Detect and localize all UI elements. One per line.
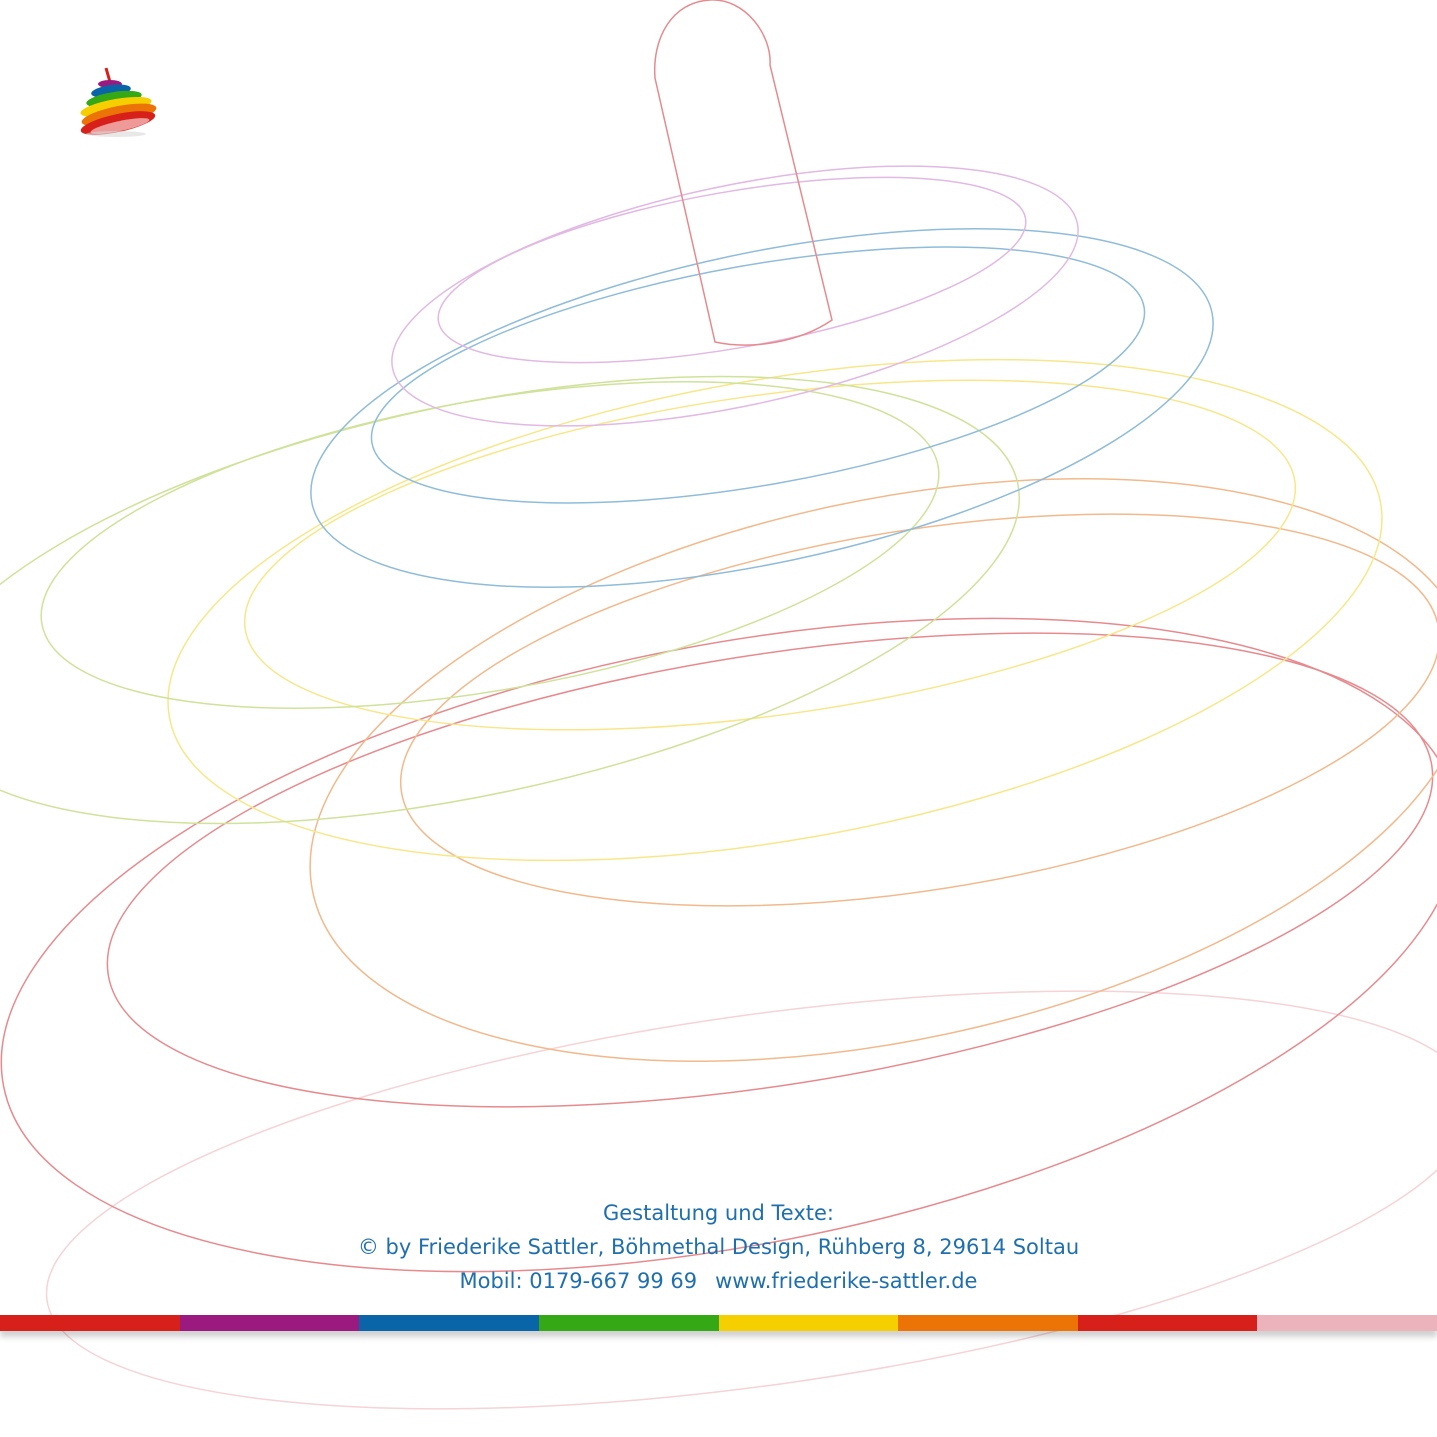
credits-block: Gestaltung und Texte: © by Friederike Sa… [0, 1196, 1437, 1298]
faint-outer-ring [45, 990, 1437, 1410]
rainbow-stripe [0, 1315, 1437, 1331]
spinning-top-icon [80, 67, 157, 137]
stripe-segment-red [0, 1315, 180, 1331]
contact-line: Mobil: 0179-667 99 69 www.friederike-satt… [0, 1264, 1437, 1298]
orange-rings [309, 478, 1437, 1062]
stripe-segment-red-2 [1077, 1315, 1258, 1331]
stripe-segment-orange [898, 1315, 1078, 1331]
stripe-segment-purple [179, 1315, 360, 1331]
phone-number: Mobil: 0179-667 99 69 [459, 1269, 698, 1293]
stripe-segment-yellow [718, 1315, 899, 1331]
credits-heading: Gestaltung und Texte: [602, 1201, 835, 1225]
stripe-segment-pink [1257, 1315, 1437, 1331]
yellow-rings [167, 358, 1383, 862]
purple-rings [391, 165, 1079, 427]
top-handle-outline [653, 0, 833, 346]
blue-rings [310, 227, 1214, 589]
website-link[interactable]: www.friederike-sattler.de [715, 1269, 978, 1293]
stripe-segment-blue [359, 1315, 539, 1331]
copyright-line: © by Friederike Sattler, Böhmethal Desig… [357, 1235, 1080, 1259]
green-rings [0, 375, 1021, 825]
stripe-segment-green [538, 1315, 719, 1331]
